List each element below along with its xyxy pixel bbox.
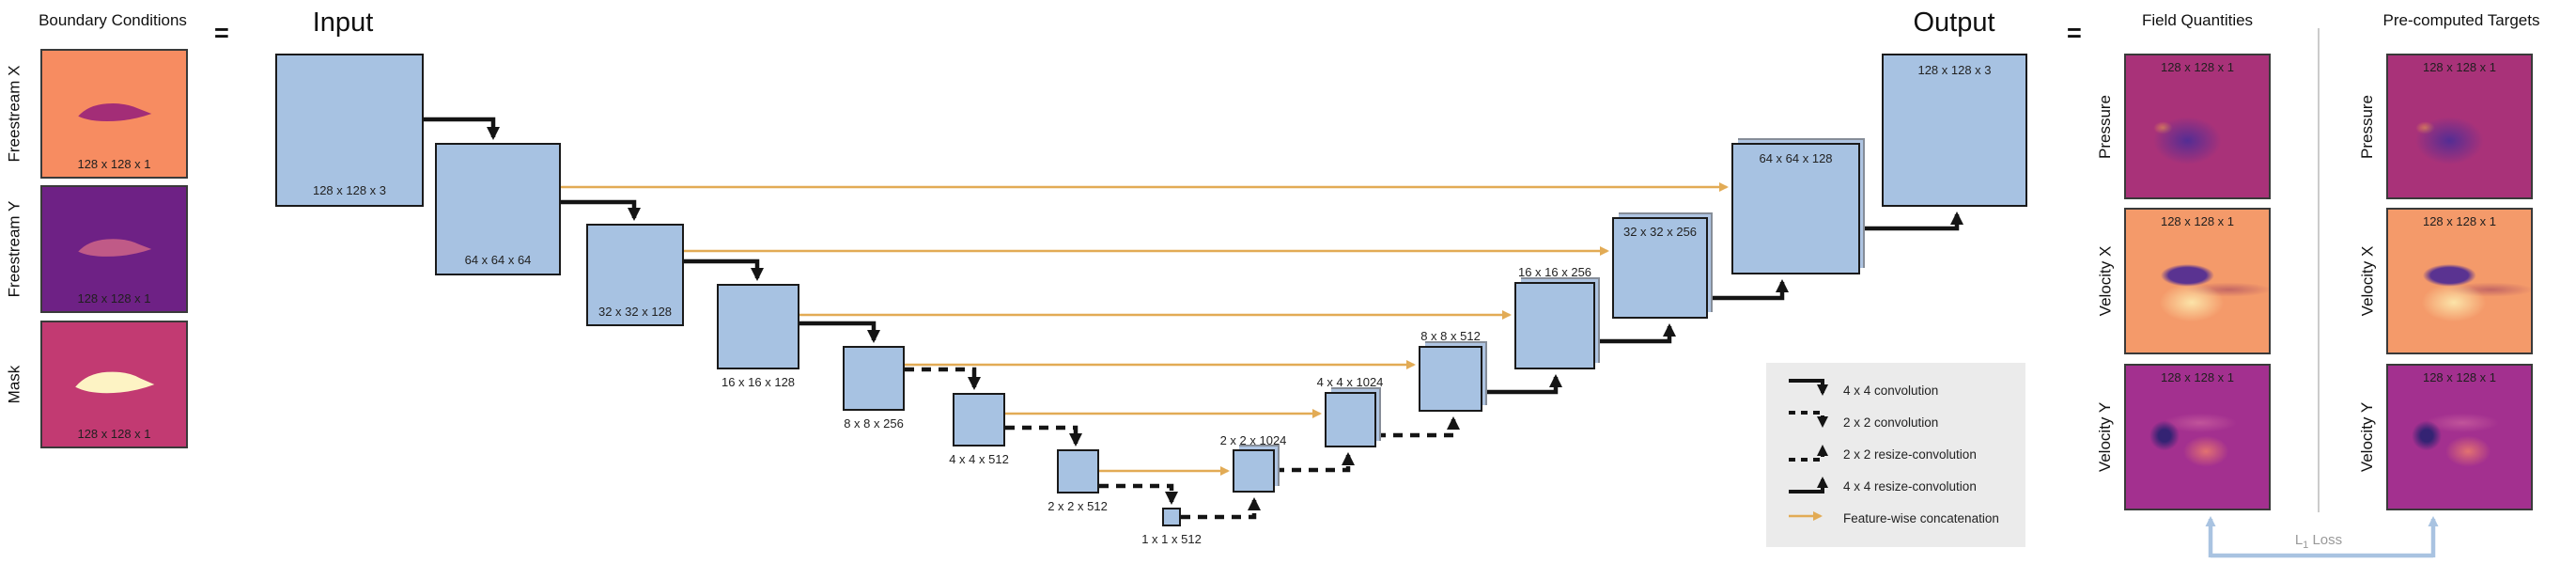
bottleneck-block	[1162, 508, 1181, 526]
conv-arrow-3	[684, 258, 764, 281]
legend-item-feature-concatenation: Feature-wise concatenation	[1785, 502, 2025, 534]
freestream-x-image: 128 x 128 x 1	[40, 49, 188, 179]
conv-arrow-1	[424, 117, 500, 140]
pt-velocity-y-dims: 128 x 128 x 1	[2422, 370, 2497, 384]
fq-velocity-x-dims: 128 x 128 x 1	[2160, 214, 2235, 228]
airfoil-shape	[78, 103, 152, 122]
fq-pressure-label: Pressure	[2096, 94, 2114, 159]
decoder-block-16	[1514, 282, 1595, 369]
legend: 4 x 4 convolution 2 x 2 convolution 2 x …	[1766, 363, 2025, 547]
decoder-block-4	[1325, 392, 1376, 447]
decoder-block-2	[1233, 449, 1275, 493]
legend-item-2x2-convolution: 2 x 2 convolution	[1785, 406, 2025, 438]
fq-velocity-y-dims: 128 x 128 x 1	[2160, 370, 2235, 384]
pt-velocity-x-dims: 128 x 128 x 1	[2422, 214, 2497, 228]
input-dims: 128 x 128 x 3	[312, 183, 387, 197]
freestream-y-image: 128 x 128 x 1	[40, 185, 188, 313]
pt-velocity-x-label: Velocity X	[2358, 245, 2376, 317]
conv-arrow-2	[561, 199, 641, 221]
bottleneck-dims: 1 x 1 x 512	[1141, 532, 1202, 546]
freestream-y-dims: 128 x 128 x 1	[77, 291, 151, 306]
l1-loss-label: L1 Loss	[2294, 532, 2343, 551]
encoder-dims-16: 16 x 16 x 128	[721, 375, 796, 389]
fq-velocity-x-label: Velocity X	[2096, 245, 2114, 317]
dashed-down-arrow-icon	[1785, 406, 1843, 439]
fq-velocity-x-image: 128 x 128 x 1	[2124, 208, 2271, 354]
resize-arrow-5	[1595, 323, 1676, 344]
resize-arrow-1	[1181, 497, 1261, 520]
airfoil-shape	[78, 239, 152, 257]
encoder-block-4	[953, 393, 1005, 446]
resize-arrow-3	[1376, 416, 1460, 438]
mask-label: Mask	[5, 365, 23, 404]
solid-up-arrow-icon	[1785, 470, 1843, 503]
legend-item-2x2-resize-convolution: 2 x 2 resize-convolution	[1785, 438, 2025, 470]
decoder-block-32: 32 x 32 x 256	[1612, 217, 1708, 319]
pt-velocity-x-image: 128 x 128 x 1	[2386, 208, 2533, 354]
encoder-dims-2: 2 x 2 x 512	[1047, 499, 1108, 513]
targets-title: Pre-computed Targets	[2382, 11, 2540, 29]
resize-arrow-7	[1860, 212, 1963, 231]
mask-dims: 128 x 128 x 1	[77, 427, 151, 441]
equals-left: =	[214, 19, 229, 47]
decoder-dims-16: 16 x 16 x 256	[1517, 265, 1592, 279]
solid-down-arrow-icon	[1785, 374, 1843, 407]
resize-arrow-4	[1482, 374, 1562, 395]
encoder-dims-64: 64 x 64 x 64	[464, 253, 532, 267]
decoder-block-64: 64 x 64 x 128	[1731, 143, 1860, 274]
field-quantities-title: Field Quantities	[2141, 11, 2254, 29]
legend-item-4x4-convolution: 4 x 4 convolution	[1785, 374, 2025, 406]
pt-pressure-label: Pressure	[2358, 94, 2376, 159]
freestream-x-label: Freestream X	[5, 65, 23, 163]
decoder-dims-8: 8 x 8 x 512	[1420, 329, 1481, 343]
pt-velocity-y-image: 128 x 128 x 1	[2386, 364, 2533, 510]
output-dims: 128 x 128 x 3	[1917, 63, 1992, 77]
input-block: 128 x 128 x 3	[275, 54, 424, 207]
conv-arrow-5	[905, 367, 981, 390]
input-title: Input	[312, 8, 374, 38]
decoder-dims-64: 64 x 64 x 128	[1759, 151, 1833, 165]
encoder-block-2	[1057, 449, 1099, 494]
decoder-dims-4: 4 x 4 x 1024	[1316, 375, 1384, 389]
output-block: 128 x 128 x 3	[1882, 54, 2027, 207]
encoder-block-64: 64 x 64 x 64	[435, 143, 561, 275]
pt-velocity-y-label: Velocity Y	[2358, 401, 2376, 473]
orange-right-arrow-icon	[1785, 502, 1843, 535]
pt-pressure-image: 128 x 128 x 1	[2386, 54, 2533, 199]
pt-pressure-dims: 128 x 128 x 1	[2422, 60, 2497, 74]
encoder-dims-32: 32 x 32 x 128	[597, 305, 673, 319]
conv-arrow-7	[1099, 483, 1178, 505]
decoder-dims-32: 32 x 32 x 256	[1622, 225, 1698, 239]
resize-arrow-6	[1708, 279, 1789, 301]
fq-velocity-y-label: Velocity Y	[2096, 401, 2114, 473]
equals-right: =	[2067, 19, 2082, 47]
encoder-block-16	[717, 284, 799, 369]
airfoil-shape	[75, 371, 155, 394]
output-title: Output	[1913, 8, 1995, 38]
encoder-block-32: 32 x 32 x 128	[586, 224, 684, 326]
encoder-block-8	[843, 346, 905, 411]
freestream-y-label: Freestream Y	[5, 200, 23, 298]
dashed-up-arrow-icon	[1785, 438, 1843, 471]
fq-pressure-image: 128 x 128 x 1	[2124, 54, 2271, 199]
encoder-dims-8: 8 x 8 x 256	[844, 416, 904, 431]
mask-image: 128 x 128 x 1	[40, 321, 188, 448]
fq-pressure-dims: 128 x 128 x 1	[2160, 60, 2235, 74]
conv-arrow-4	[799, 321, 880, 343]
decoder-block-8	[1419, 346, 1482, 412]
boundary-conditions-title: Boundary Conditions	[39, 11, 187, 29]
encoder-dims-4: 4 x 4 x 512	[949, 452, 1009, 466]
freestream-x-dims: 128 x 128 x 1	[77, 157, 151, 171]
fq-velocity-y-image: 128 x 128 x 1	[2124, 364, 2271, 510]
conv-arrow-6	[1005, 425, 1082, 446]
legend-item-4x4-resize-convolution: 4 x 4 resize-convolution	[1785, 470, 2025, 502]
resize-arrow-2	[1275, 452, 1355, 473]
decoder-dims-2: 2 x 2 x 1024	[1219, 433, 1287, 447]
column-divider	[2318, 28, 2320, 512]
